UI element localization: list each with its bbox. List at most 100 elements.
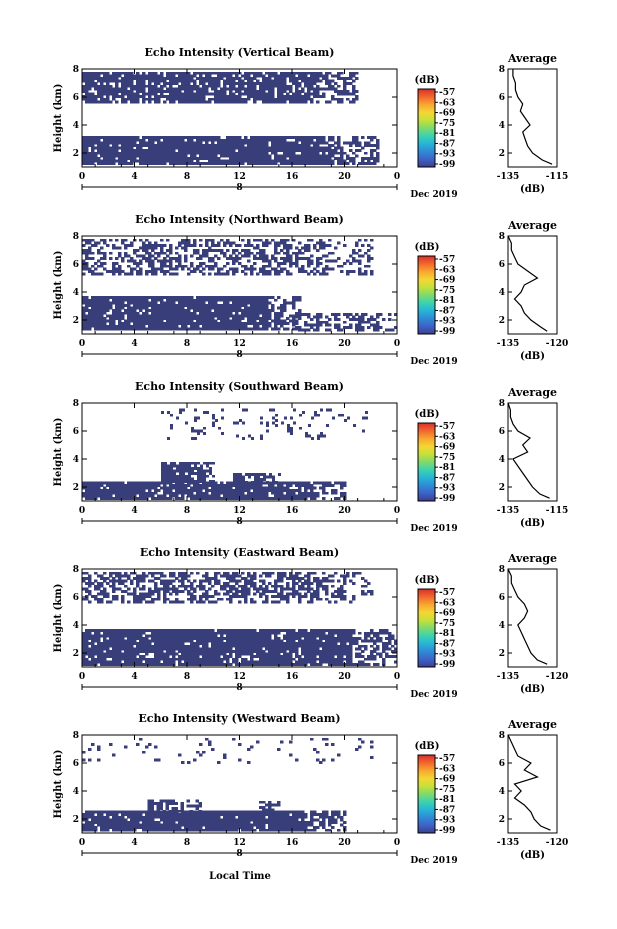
heatmap-cell: [91, 309, 95, 313]
heatmap-cell: [301, 90, 305, 93]
heatmap-cell: [298, 92, 302, 96]
heatmap-cell: [259, 306, 263, 310]
heatmap-cell: [124, 79, 128, 83]
heatmap-cell: [352, 249, 356, 253]
heatmap-cell: [316, 77, 320, 80]
heatmap-cell: [313, 146, 317, 150]
heatmap-cell: [136, 146, 140, 150]
heatmap-cell: [157, 141, 161, 145]
heatmap-cell: [223, 497, 227, 500]
heatmap-cell: [259, 478, 264, 482]
heatmap-cell: [301, 74, 305, 78]
colorbar-tick-label: -99: [439, 160, 455, 170]
heatmap-cell: [319, 244, 323, 247]
heatmap-cell: [253, 486, 257, 490]
heatmap-cell: [157, 82, 161, 86]
heatmap-cell: [304, 629, 308, 633]
heatmap-cell: [169, 644, 173, 648]
heatmap-cell: [193, 486, 197, 490]
heatmap-cell: [370, 149, 374, 153]
heatmap-cell: [259, 149, 263, 153]
heatmap-cell: [169, 249, 173, 253]
heatmap-cell: [331, 74, 335, 78]
heatmap-cell: [154, 270, 158, 273]
heatmap-cell: [313, 481, 317, 485]
heatmap-cell: [328, 238, 332, 242]
heatmap-cell: [385, 631, 389, 635]
x-tick-label: 0: [79, 339, 85, 349]
heatmap-cell: [355, 318, 359, 322]
heatmap-cell: [229, 241, 233, 245]
heatmap-cell: [184, 637, 188, 640]
heatmap-cell: [346, 141, 350, 145]
heatmap-cell: [196, 477, 201, 481]
heatmap-cell: [97, 138, 101, 142]
heatmap-cell: [94, 306, 98, 310]
heatmap-cell: [175, 159, 179, 163]
heatmap-cell: [256, 311, 260, 315]
heatmap-cell: [334, 642, 338, 646]
heatmap-cell: [322, 241, 326, 245]
heatmap-cell: [100, 497, 104, 500]
heatmap-cell: [226, 146, 230, 150]
heatmap-cell: [169, 477, 174, 481]
heatmap-cell: [214, 497, 218, 500]
heatmap-cell: [130, 637, 134, 640]
heatmap-cell: [208, 306, 212, 310]
heatmap-cell: [187, 100, 191, 104]
heatmap-cell: [298, 481, 302, 485]
heatmap-cell: [367, 639, 371, 643]
heatmap-cell: [133, 259, 137, 263]
heatmap-cell: [226, 257, 230, 260]
heatmap-cell: [238, 141, 242, 145]
heatmap-cell: [160, 304, 164, 307]
heatmap-cell: [235, 494, 239, 498]
heatmap-cell: [232, 491, 236, 495]
heatmap-cell: [190, 301, 194, 305]
heatmap-cell: [361, 162, 365, 166]
heatmap-cell: [124, 97, 128, 101]
heatmap-cell: [133, 144, 137, 147]
heatmap-cell: [238, 100, 242, 104]
heatmap-cell: [208, 469, 213, 473]
heatmap-cell: [370, 257, 374, 260]
heatmap-cell: [151, 87, 155, 91]
heatmap-cell: [154, 639, 158, 643]
heatmap-cell: [148, 319, 152, 323]
heatmap-cell: [97, 90, 101, 93]
heatmap-cell: [238, 317, 242, 320]
heatmap-cell: [214, 138, 218, 142]
heatmap-cell: [205, 249, 209, 253]
heatmap-cell: [289, 264, 293, 268]
heatmap-cell: [316, 87, 320, 91]
heatmap-cell: [325, 71, 329, 75]
heatmap-cell: [313, 491, 317, 495]
heatmap-cell: [151, 311, 155, 315]
heatmap-cell: [97, 491, 101, 495]
heatmap-cell: [142, 79, 146, 83]
heatmap-cell: [301, 141, 305, 145]
heatmap-cell: [187, 306, 191, 310]
heatmap-cell: [172, 324, 176, 328]
heatmap-cell: [184, 634, 188, 638]
heatmap-cell: [325, 320, 329, 324]
heatmap-cell: [232, 84, 236, 88]
heatmap-cell: [283, 481, 287, 485]
heatmap-cell: [268, 637, 272, 640]
heatmap-cell: [175, 480, 180, 483]
heatmap-cell: [130, 259, 134, 263]
heatmap-cell: [169, 136, 173, 140]
heatmap-cell: [232, 79, 236, 83]
heatmap-cell: [115, 74, 119, 78]
heatmap-cell: [103, 631, 107, 635]
heatmap-cell: [268, 631, 272, 635]
heatmap-cell: [142, 149, 146, 153]
heatmap-cell: [238, 95, 242, 99]
heatmap-cell: [112, 87, 116, 91]
heatmap-cell: [154, 136, 158, 140]
heatmap-cell: [208, 484, 212, 487]
heatmap-cell: [151, 637, 155, 640]
heatmap-cell: [274, 249, 278, 253]
heatmap-cell: [319, 87, 323, 91]
colorbar-tick-label: -87: [439, 139, 455, 149]
